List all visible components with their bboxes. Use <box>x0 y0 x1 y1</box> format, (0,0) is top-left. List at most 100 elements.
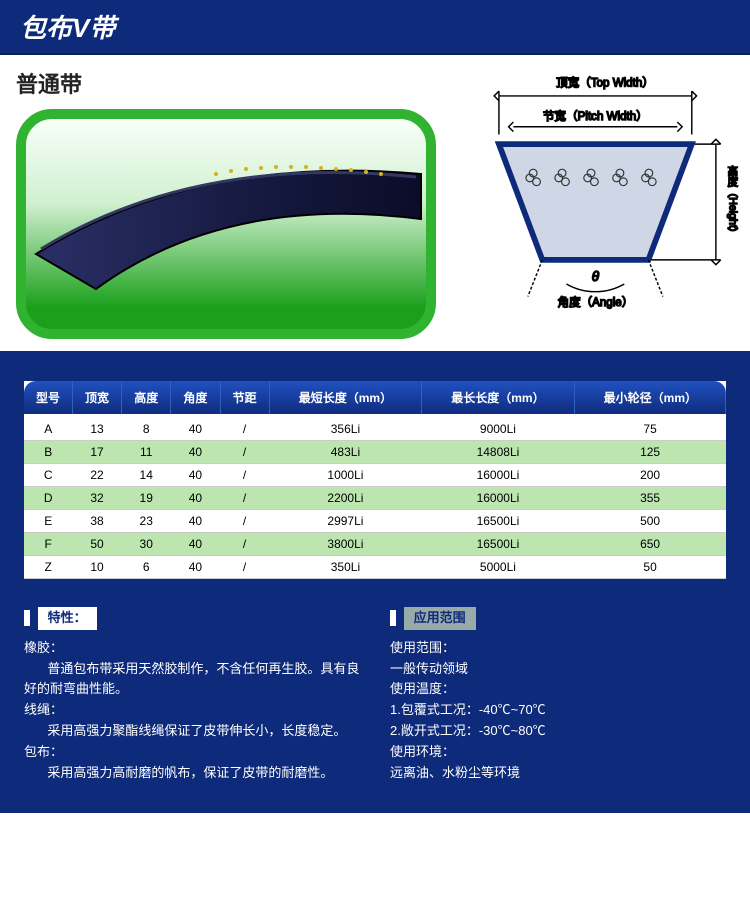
table-cell: 30 <box>122 533 171 556</box>
table-cell: E <box>24 510 72 533</box>
table-cell: 500 <box>574 510 726 533</box>
table-row: Z10640/350Li5000Li50 <box>24 556 726 579</box>
feature-title: 线绳： <box>24 700 360 721</box>
table-cell: 16500Li <box>422 533 575 556</box>
table-cell: 3800Li <box>269 533 422 556</box>
top-right: 顶宽（Top Width） 节宽（Pitch Width） <box>470 55 750 351</box>
application-line: 使用温度： <box>390 679 726 700</box>
heading-bar-icon <box>390 610 396 626</box>
table-cell: 2997Li <box>269 510 422 533</box>
heading-bar-icon <box>24 610 30 626</box>
spec-table: 型号顶宽高度角度节距最短长度（mm）最长长度（mm）最小轮径（mm） A1384… <box>24 381 726 579</box>
application-line: 一般传动领域 <box>390 659 726 680</box>
table-cell: B <box>24 441 72 464</box>
table-cell: / <box>220 510 269 533</box>
application-line: 远离油、水粉尘等环境 <box>390 763 726 784</box>
table-cell: 22 <box>72 464 121 487</box>
table-cell: F <box>24 533 72 556</box>
table-row: C221440/1000Li16000Li200 <box>24 464 726 487</box>
table-header-cell: 最小轮径（mm） <box>574 381 726 416</box>
table-cell: 40 <box>171 464 220 487</box>
application-heading: 应用范围 <box>390 607 726 630</box>
table-cell: 40 <box>171 510 220 533</box>
cross-section-diagram: 顶宽（Top Width） 节宽（Pitch Width） <box>470 67 740 318</box>
application-line: 使用范围： <box>390 638 726 659</box>
lower-section: 特性： 橡胶：普通包布带采用天然胶制作，不含任何再生胶。具有良好的耐弯曲性能。线… <box>0 597 750 813</box>
table-cell: 23 <box>122 510 171 533</box>
table-cell: 9000Li <box>422 416 575 441</box>
table-cell: / <box>220 556 269 579</box>
table-cell: 40 <box>171 441 220 464</box>
table-cell: 50 <box>72 533 121 556</box>
table-cell: Z <box>24 556 72 579</box>
table-cell: / <box>220 487 269 510</box>
features-body: 橡胶：普通包布带采用天然胶制作，不含任何再生胶。具有良好的耐弯曲性能。线绳：采用… <box>24 638 360 784</box>
table-cell: 14808Li <box>422 441 575 464</box>
feature-title: 包布： <box>24 742 360 763</box>
application-heading-label: 应用范围 <box>404 607 476 630</box>
table-cell: 355 <box>574 487 726 510</box>
diagram-angle-label: 角度（Angle） <box>557 295 633 309</box>
table-cell: 356Li <box>269 416 422 441</box>
table-cell: 38 <box>72 510 121 533</box>
table-cell: A <box>24 416 72 441</box>
table-cell: 14 <box>122 464 171 487</box>
table-cell: 10 <box>72 556 121 579</box>
features-heading: 特性： <box>24 607 360 630</box>
table-cell: 40 <box>171 533 220 556</box>
table-cell: 650 <box>574 533 726 556</box>
table-row: F503040/3800Li16500Li650 <box>24 533 726 556</box>
belt-illustration <box>16 109 436 339</box>
table-row: A13840/356Li9000Li75 <box>24 416 726 441</box>
table-header-cell: 最短长度（mm） <box>269 381 422 416</box>
table-header-cell: 节距 <box>220 381 269 416</box>
table-cell: / <box>220 441 269 464</box>
table-header-cell: 型号 <box>24 381 72 416</box>
table-header-cell: 最长长度（mm） <box>422 381 575 416</box>
table-cell: 17 <box>72 441 121 464</box>
table-header-cell: 角度 <box>171 381 220 416</box>
top-left: 普通带 <box>0 55 470 351</box>
feature-body: 普通包布带采用天然胶制作，不含任何再生胶。具有良好的耐弯曲性能。 <box>24 659 360 701</box>
application-line: 使用环境： <box>390 742 726 763</box>
table-cell: 5000Li <box>422 556 575 579</box>
diagram-theta: θ <box>592 269 600 284</box>
table-cell: / <box>220 416 269 441</box>
table-cell: 16500Li <box>422 510 575 533</box>
table-header-cell: 顶宽 <box>72 381 121 416</box>
table-cell: 16000Li <box>422 487 575 510</box>
application-line: 2.敞开式工况：-30℃~80℃ <box>390 721 726 742</box>
table-cell: 13 <box>72 416 121 441</box>
table-header-row: 型号顶宽高度角度节距最短长度（mm）最长长度（mm）最小轮径（mm） <box>24 381 726 416</box>
table-cell: 40 <box>171 487 220 510</box>
table-cell: 40 <box>171 556 220 579</box>
table-section: 型号顶宽高度角度节距最短长度（mm）最长长度（mm）最小轮径（mm） A1384… <box>0 351 750 597</box>
table-cell: D <box>24 487 72 510</box>
application-body: 使用范围：一般传动领域使用温度：1.包覆式工况：-40℃~70℃2.敞开式工况：… <box>390 638 726 784</box>
application-line: 1.包覆式工况：-40℃~70℃ <box>390 700 726 721</box>
table-header-cell: 高度 <box>122 381 171 416</box>
table-cell: 11 <box>122 441 171 464</box>
diagram-pitch-label: 节宽（Pitch Width） <box>543 109 648 123</box>
table-cell: 50 <box>574 556 726 579</box>
table-body: A13840/356Li9000Li75B171140/483Li14808Li… <box>24 416 726 579</box>
table-cell: 40 <box>171 416 220 441</box>
table-cell: 32 <box>72 487 121 510</box>
table-cell: / <box>220 464 269 487</box>
table-cell: 125 <box>574 441 726 464</box>
diagram-top-label: 顶宽（Top Width） <box>556 75 654 89</box>
table-cell: 16000Li <box>422 464 575 487</box>
table-cell: 2200Li <box>269 487 422 510</box>
subtitle: 普通带 <box>16 67 454 99</box>
table-cell: 200 <box>574 464 726 487</box>
feature-body: 采用高强力高耐磨的帆布，保证了皮带的耐磨性。 <box>24 763 360 784</box>
table-row: B171140/483Li14808Li125 <box>24 441 726 464</box>
application-col: 应用范围 使用范围：一般传动领域使用温度：1.包覆式工况：-40℃~70℃2.敞… <box>390 607 726 783</box>
table-cell: 483Li <box>269 441 422 464</box>
features-heading-label: 特性： <box>38 607 97 630</box>
table-row: D321940/2200Li16000Li355 <box>24 487 726 510</box>
features-col: 特性： 橡胶：普通包布带采用天然胶制作，不含任何再生胶。具有良好的耐弯曲性能。线… <box>24 607 360 783</box>
table-cell: 75 <box>574 416 726 441</box>
table-cell: 8 <box>122 416 171 441</box>
banner-title: 包布V带 <box>20 13 115 43</box>
